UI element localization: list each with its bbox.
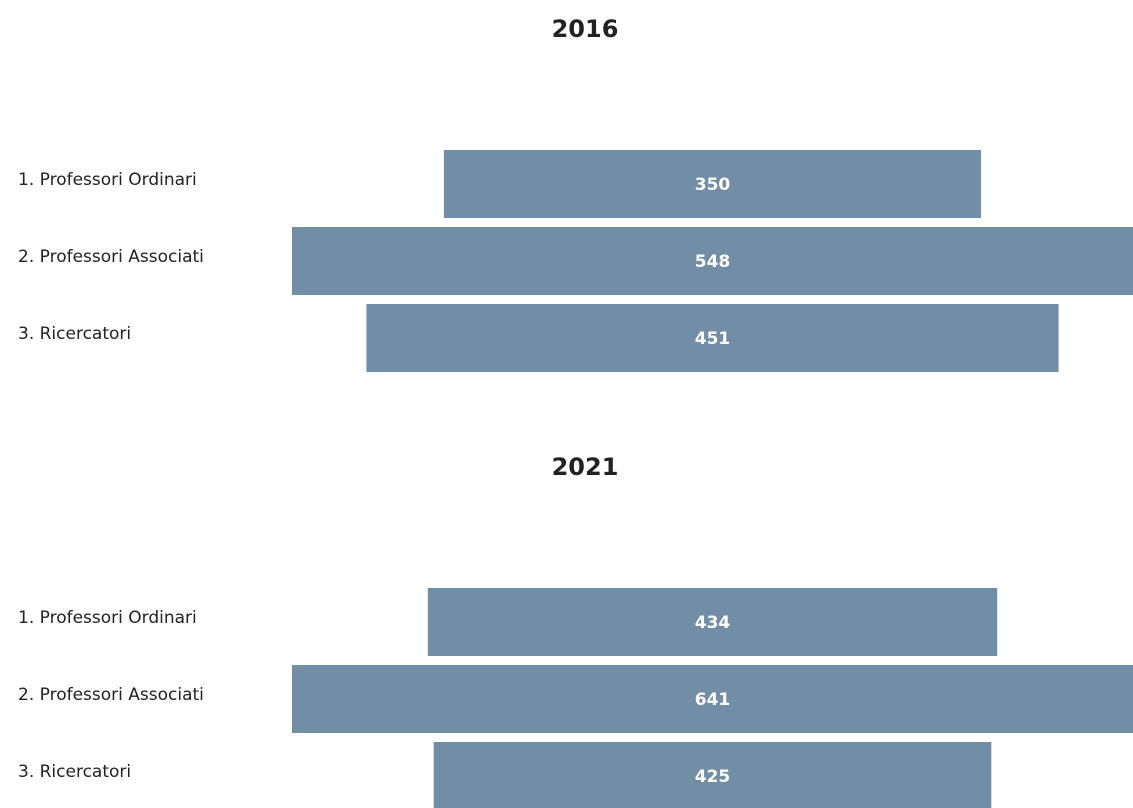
funnel-bar bbox=[292, 227, 1133, 295]
chart-title: 2021 bbox=[552, 453, 619, 481]
chart-title: 2016 bbox=[552, 15, 619, 43]
category-label: 3. Ricercatori bbox=[18, 324, 131, 344]
category-label: 2. Professori Associati bbox=[18, 247, 204, 267]
funnel-bar bbox=[443, 150, 982, 218]
category-label: 2. Professori Associati bbox=[18, 685, 204, 705]
value-label: 350 bbox=[695, 175, 731, 195]
value-label: 641 bbox=[695, 690, 731, 710]
funnel-bar bbox=[292, 665, 1133, 733]
funnel-bar bbox=[366, 304, 1059, 372]
funnel-bar bbox=[433, 742, 992, 808]
value-label: 548 bbox=[695, 252, 731, 272]
category-label: 1. Professori Ordinari bbox=[18, 608, 197, 628]
funnel-bar bbox=[427, 588, 998, 656]
category-label: 3. Ricercatori bbox=[18, 762, 131, 782]
category-label: 1. Professori Ordinari bbox=[18, 170, 197, 190]
value-label: 451 bbox=[695, 329, 731, 349]
value-label: 434 bbox=[695, 613, 731, 633]
value-label: 425 bbox=[695, 767, 731, 787]
